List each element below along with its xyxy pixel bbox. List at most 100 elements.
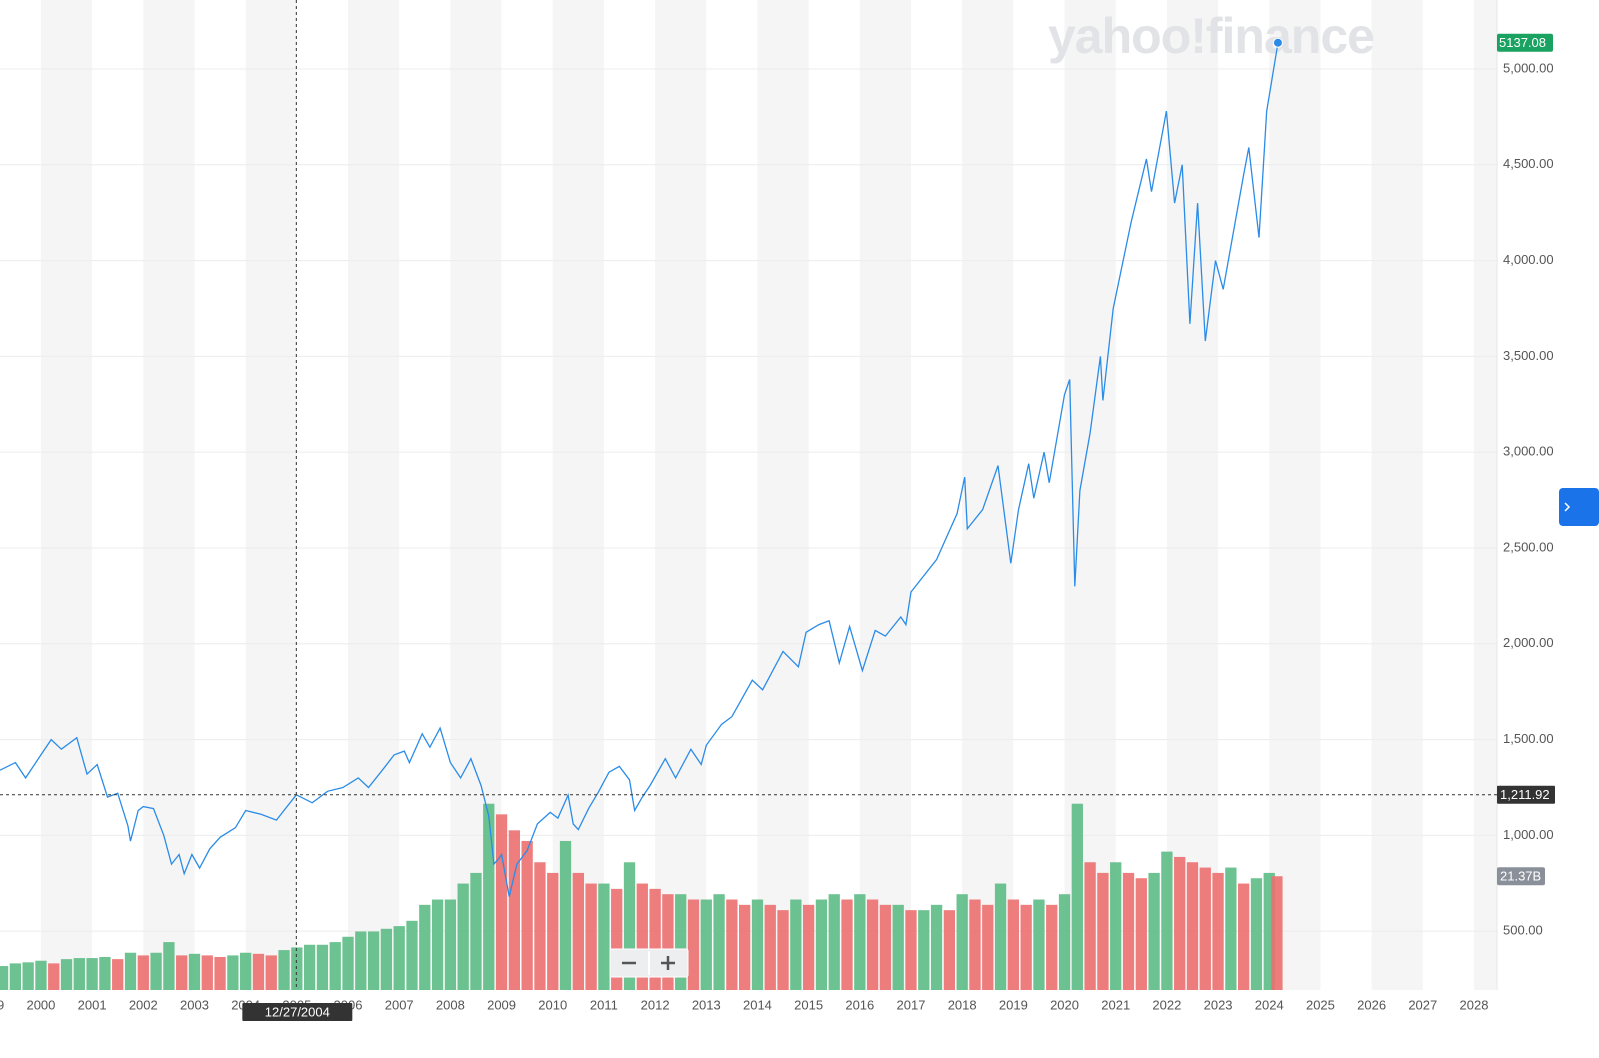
volume-bar <box>598 883 610 990</box>
x-tick-label: 2016 <box>845 997 874 1012</box>
x-tick-label: 2018 <box>948 997 977 1012</box>
volume-bar <box>918 910 930 990</box>
volume-bar <box>828 894 840 990</box>
volume-bar <box>508 830 521 990</box>
x-tick-label: 2012 <box>641 997 670 1012</box>
year-band <box>859 0 911 990</box>
volume-bar <box>930 904 943 990</box>
volume-bar <box>636 883 648 990</box>
volume-bar <box>329 942 341 990</box>
volume-bar <box>521 840 533 990</box>
volume-bar <box>1135 878 1147 990</box>
volume-bar <box>0 966 9 990</box>
x-tick-label: 2026 <box>1357 997 1386 1012</box>
volume-bar <box>879 904 892 990</box>
volume-bar <box>1033 899 1045 990</box>
y-tick-label: 3,500.00 <box>1503 348 1554 363</box>
volume-bar <box>777 910 789 990</box>
side-tab-box[interactable] <box>1559 488 1599 526</box>
x-tick-label: 2015 <box>794 997 823 1012</box>
volume-bar <box>124 952 137 990</box>
volume-bar <box>355 931 367 990</box>
volume-bar <box>623 862 636 990</box>
volume-bar <box>1058 894 1071 990</box>
year-band <box>1371 0 1423 990</box>
volume-bar <box>1148 872 1160 990</box>
y-tick-label: 3,000.00 <box>1503 444 1554 459</box>
volume-bar <box>252 953 265 990</box>
last-point <box>1272 37 1283 48</box>
volume-bar <box>419 904 431 990</box>
x-tick-label: 2023 <box>1204 997 1233 1012</box>
volume-bar <box>675 894 687 990</box>
volume-bar <box>713 894 725 990</box>
volume-bar <box>700 899 712 990</box>
volume-bar <box>35 960 47 990</box>
year-band <box>757 0 809 990</box>
volume-label-box <box>1497 867 1545 886</box>
x-tick-label: 2014 <box>743 997 772 1012</box>
volume-bar <box>1250 878 1263 990</box>
volume-bar <box>380 928 393 990</box>
logo: yahoo!finance <box>1048 8 1374 64</box>
volume-bar <box>969 899 981 990</box>
volume-bar <box>112 959 124 990</box>
crosshair-x-box <box>242 1003 353 1021</box>
volume-bar <box>99 957 111 990</box>
y-tick-label: 2,000.00 <box>1503 635 1554 650</box>
y-tick-label: 4,500.00 <box>1503 156 1554 171</box>
volume-bar <box>1007 899 1020 990</box>
crosshair-x-label: 12/27/2004 <box>265 1004 330 1019</box>
x-tick-label: 1999 <box>0 997 4 1012</box>
volume-bar <box>163 942 175 990</box>
last-price-box <box>1497 33 1553 52</box>
volume-bar <box>1212 872 1224 990</box>
volume-bar <box>1110 862 1122 990</box>
volume-bar <box>470 872 482 990</box>
volume-bar <box>1097 872 1109 990</box>
volume-bar <box>905 910 917 990</box>
volume-bar <box>86 958 98 990</box>
side-tab[interactable] <box>1559 488 1599 526</box>
volume-bar <box>1174 856 1186 990</box>
volume-bar <box>739 904 751 990</box>
volume-bar <box>815 899 828 990</box>
volume-bar <box>943 910 956 990</box>
zoom-controls[interactable] <box>609 948 689 978</box>
x-tick-label: 2000 <box>26 997 55 1012</box>
volume-bar <box>994 883 1007 990</box>
x-tick-label: 2008 <box>436 997 465 1012</box>
volume-bar <box>73 958 85 990</box>
volume-label: 21.37B <box>1500 869 1541 884</box>
year-band <box>348 0 400 990</box>
price-line <box>0 42 1279 897</box>
volume-bar <box>1161 851 1173 990</box>
volume-bar <box>841 899 853 990</box>
volume-bar <box>60 959 73 990</box>
volume-bar <box>367 931 380 990</box>
volume-bar <box>751 899 764 990</box>
volume-bar <box>457 883 469 990</box>
year-band <box>1473 0 1497 990</box>
x-tick-label: 2001 <box>78 997 107 1012</box>
y-tick-label: 5,000.00 <box>1503 60 1554 75</box>
volume-bar <box>1084 862 1096 990</box>
volume-bar <box>393 926 405 990</box>
volume-bar <box>9 963 22 990</box>
volume-bar <box>956 894 968 990</box>
volume-bar <box>137 955 149 990</box>
volume-bar <box>214 957 226 990</box>
volume-bar <box>726 899 738 990</box>
volume-bar <box>611 888 623 990</box>
volume-bar <box>1225 867 1237 990</box>
volume-bar <box>1046 904 1058 990</box>
volume-bar <box>662 894 674 990</box>
volume-bar <box>547 872 559 990</box>
volume-bar <box>431 899 444 990</box>
year-band <box>143 0 195 990</box>
x-tick-label: 2024 <box>1255 997 1284 1012</box>
volume-bar <box>48 963 60 990</box>
volume-bar <box>278 950 290 990</box>
y-tick-label: 500.00 <box>1503 923 1543 938</box>
